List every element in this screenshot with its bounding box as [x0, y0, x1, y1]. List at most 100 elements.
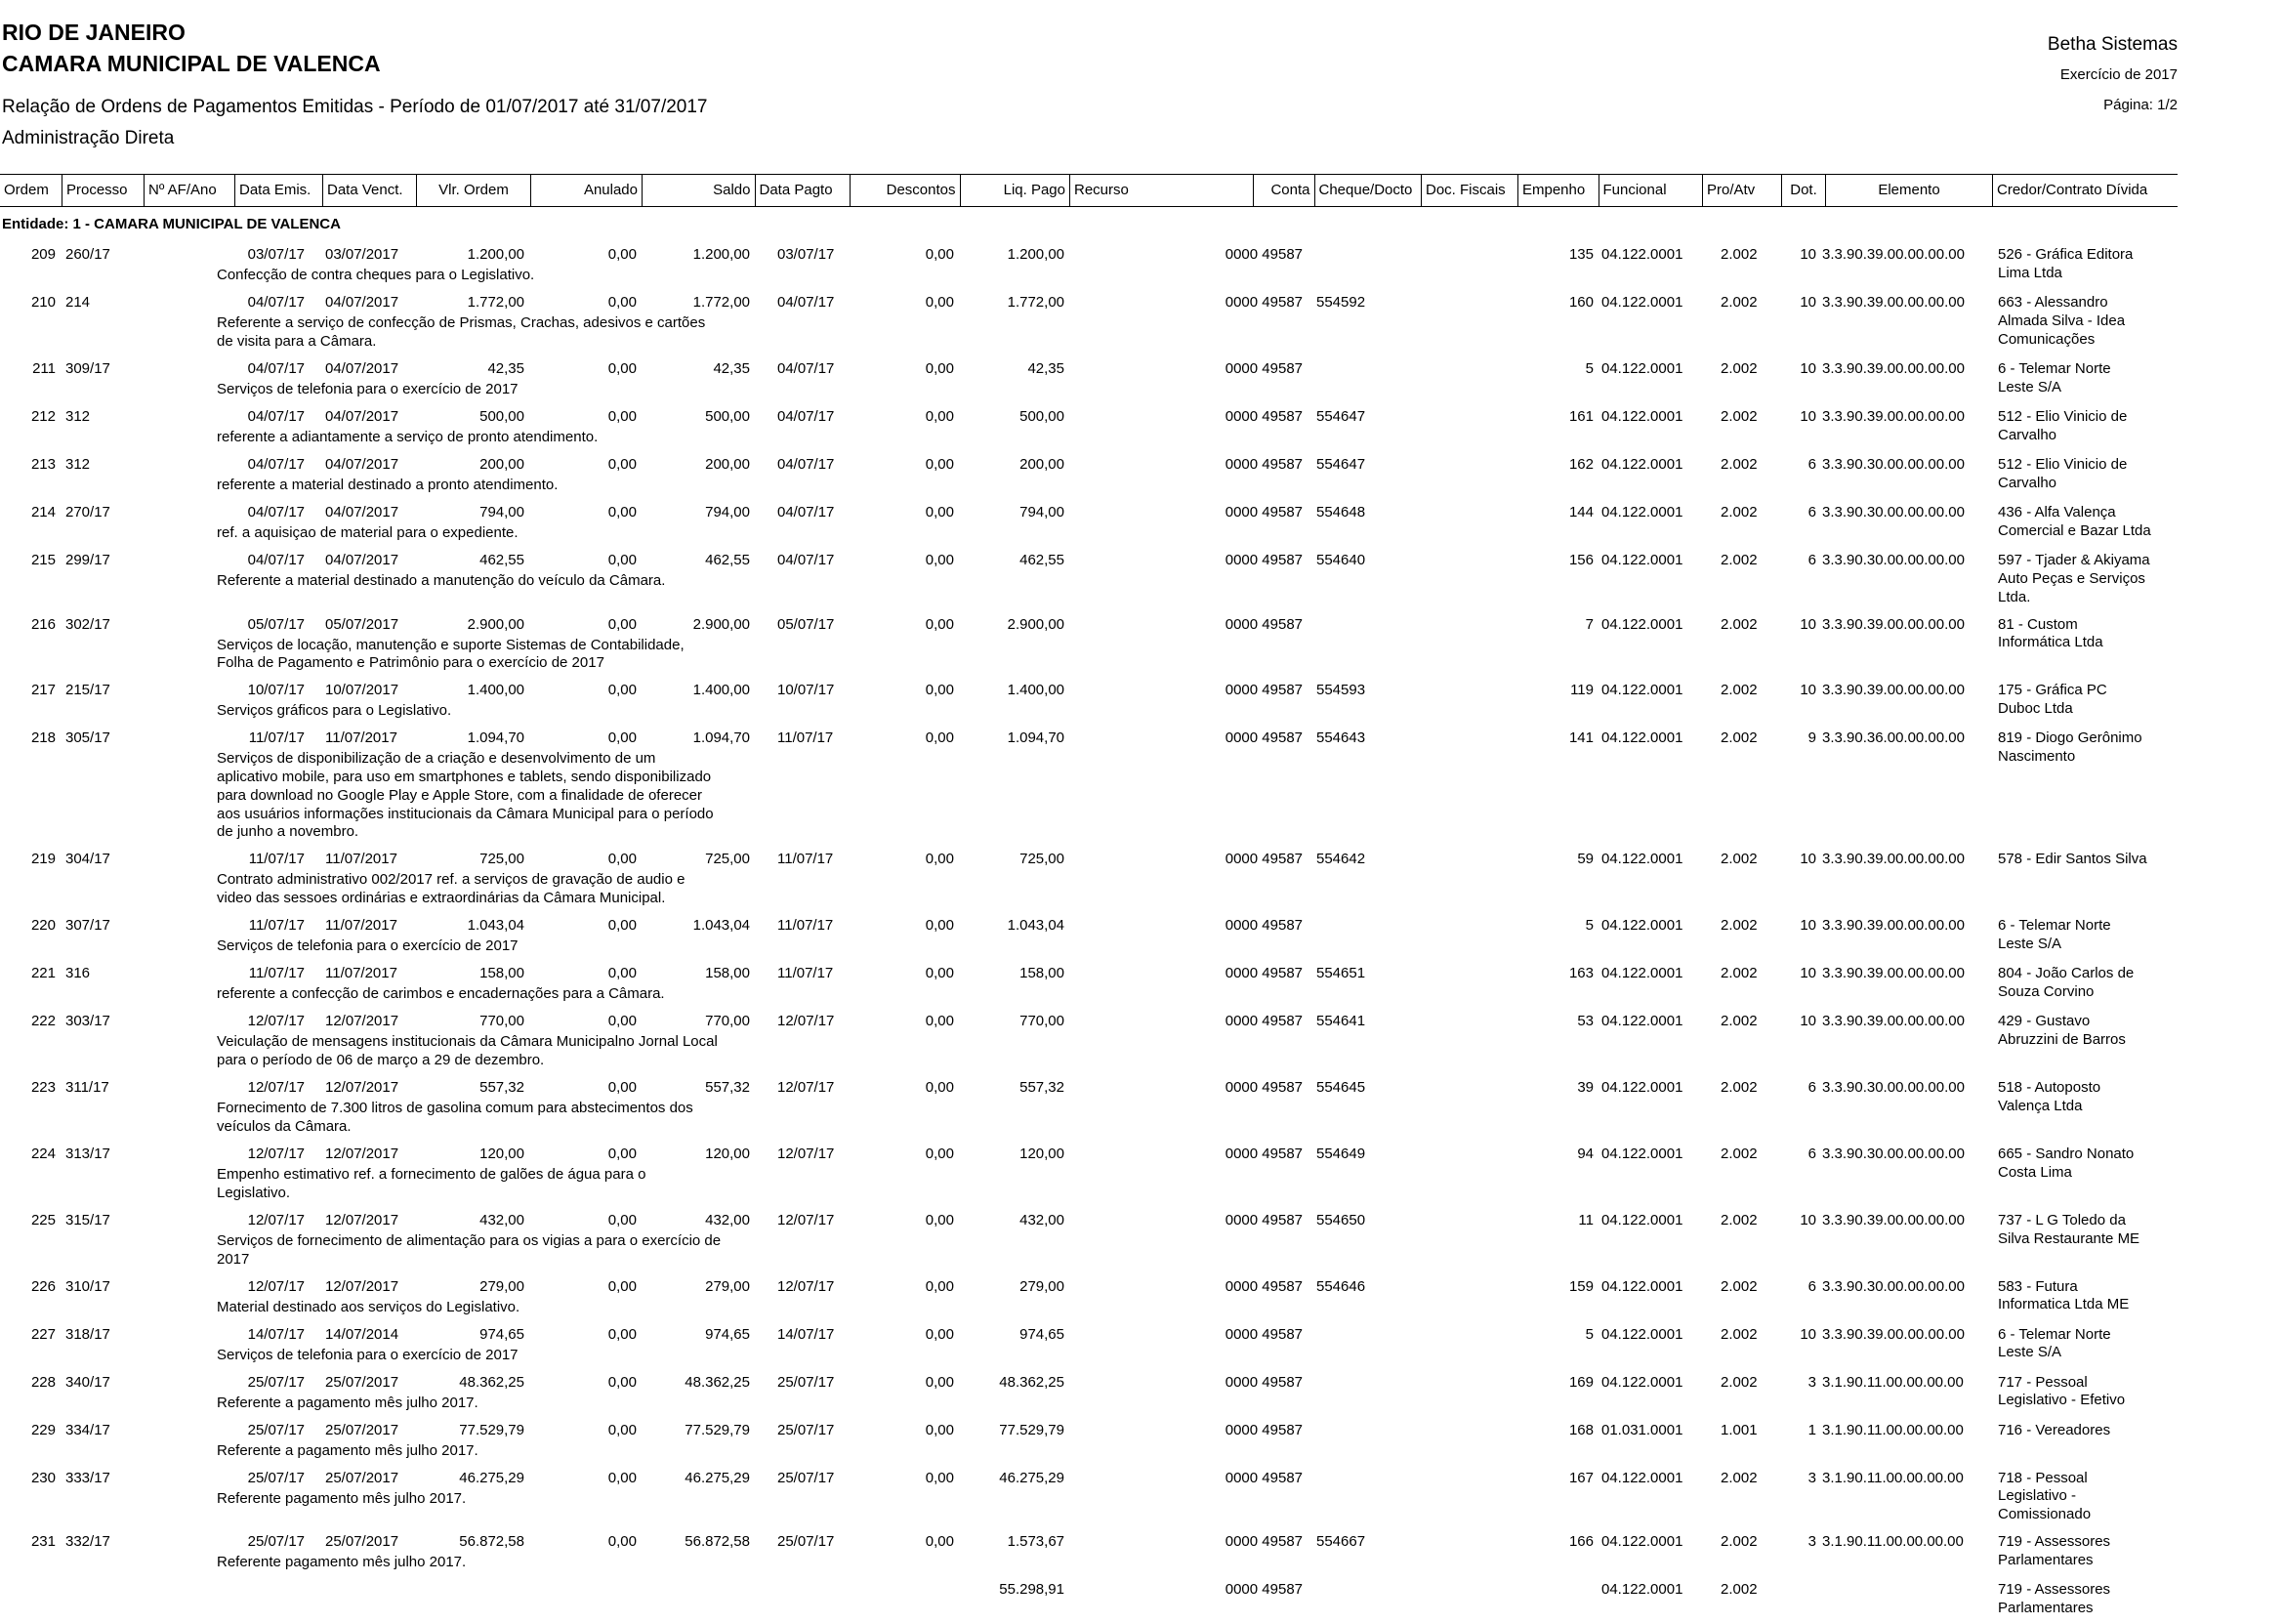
cell-o: 210	[30, 294, 56, 312]
cell-sa: 500,00	[705, 407, 750, 425]
cell-dv: 25/07/2017	[325, 1373, 399, 1391]
cell-em: 161	[1568, 407, 1594, 425]
cell-dp: 04/07/17	[777, 407, 835, 425]
cell-dt: 6	[1807, 1145, 1816, 1162]
cell-o: 223	[30, 1079, 56, 1097]
records: 209 260/17 03/07/17 03/07/2017 1.200,00 0,00 1…	[0, 243, 2284, 1624]
record: 215 299/17 04/07/17 04/07/2017 462,55 0,00 462…	[0, 549, 2284, 613]
cell-el: 3.3.90.30.00.00.00.00	[1822, 455, 1965, 473]
cell-lp: 42,35	[1027, 359, 1064, 377]
creditor-line: Silva Restaurante ME	[1998, 1229, 2140, 1247]
cell-dv: 11/07/2017	[325, 729, 397, 747]
creditor-line: Comunicações	[1998, 330, 2096, 348]
cell-ch: 554651	[1316, 965, 1366, 982]
cell-pa: 2.002	[1721, 1013, 1758, 1030]
cell-dv: 12/07/2017	[325, 1277, 399, 1295]
cell-ds: 0,00	[925, 1211, 954, 1228]
cell-sa: 2.900,00	[692, 615, 750, 633]
creditor-line: Nascimento	[1998, 748, 2076, 766]
cell-ds: 0,00	[925, 246, 954, 263]
cell-p: 309/17	[65, 359, 110, 377]
cell-sa: 794,00	[705, 503, 750, 521]
cell-p: 333/17	[65, 1469, 110, 1486]
cell-dt: 6	[1807, 503, 1816, 521]
cell-an: 0,00	[607, 1079, 637, 1097]
column-header: Elemento	[1825, 175, 1992, 206]
record: 216 302/17 05/07/17 05/07/2017 2.900,00 0,00 2…	[0, 613, 2284, 680]
cell-an: 0,00	[607, 294, 637, 312]
cell-fu: 04.122.0001	[1601, 729, 1683, 747]
cell-lp: 1.094,70	[1007, 729, 1064, 747]
cell-dv: 10/07/2017	[325, 682, 399, 699]
cell-vo: 158,00	[479, 965, 524, 982]
cell-lp: 46.275,29	[999, 1469, 1064, 1486]
description-line: Referente a pagamento mês julho 2017.	[217, 1441, 478, 1459]
cell-an: 0,00	[607, 851, 637, 868]
cell-de: 05/07/17	[247, 615, 305, 633]
cell-dt: 1	[1807, 1421, 1816, 1438]
cell-ds: 0,00	[925, 615, 954, 633]
record: 231 332/17 25/07/17 25/07/2017 56.872,58 0,00…	[0, 1530, 2284, 1578]
cell-vo: 500,00	[479, 407, 524, 425]
cell-dp: 10/07/17	[777, 682, 835, 699]
cell-ct: 0000 49587	[1225, 1079, 1303, 1097]
cell-de: 11/07/17	[248, 729, 305, 747]
cell-vo: 120,00	[479, 1145, 524, 1162]
cell-el: 3.3.90.36.00.00.00.00	[1822, 729, 1965, 747]
column-header: Data Venct.	[322, 175, 416, 206]
description-line: referente a material destinado a pronto …	[217, 476, 559, 493]
cell-vo: 1.094,70	[467, 729, 524, 747]
cell-ch: 554647	[1316, 407, 1366, 425]
description-line: Serviços de disponibilização de a criaçã…	[217, 750, 656, 768]
cell-dv: 04/07/2017	[325, 294, 399, 312]
cell-vo: 1.043,04	[467, 917, 524, 935]
administration: Administração Direta	[2, 128, 175, 148]
record: 225 315/17 12/07/17 12/07/2017 432,00 0,00 432…	[0, 1209, 2284, 1275]
cell-ds: 0,00	[925, 1325, 954, 1343]
cell-dt: 10	[1800, 682, 1816, 699]
cell-p: 299/17	[65, 552, 110, 569]
cell-fu: 04.122.0001	[1601, 1079, 1683, 1097]
creditor-line: Leste S/A	[1998, 936, 2062, 953]
cell-ds: 0,00	[925, 1373, 954, 1391]
description-line: Veiculação de mensagens institucionais d…	[217, 1033, 718, 1051]
cell-an: 0,00	[607, 359, 637, 377]
column-header: Saldo	[642, 175, 755, 206]
cell-el: 3.3.90.39.00.00.00.00	[1822, 1325, 1965, 1343]
cell-em: 135	[1568, 246, 1594, 263]
creditor-line: 719 - Assessores	[1998, 1533, 2111, 1551]
cell-lp: 1.200,00	[1007, 246, 1064, 263]
record: 217 215/17 10/07/17 10/07/2017 1.400,00 0,00 1…	[0, 679, 2284, 727]
cell-fu: 04.122.0001	[1601, 552, 1683, 569]
cell-de: 25/07/17	[247, 1533, 305, 1551]
cell-ds: 0,00	[925, 917, 954, 935]
cell-dp: 11/07/17	[777, 965, 834, 982]
cell-dv: 05/07/2017	[325, 615, 399, 633]
description-line: referente a confecção de carimbos e enca…	[217, 985, 665, 1003]
cell-dt: 10	[1800, 917, 1816, 935]
cell-el: 3.3.90.30.00.00.00.00	[1822, 1145, 1965, 1162]
cell-dt: 6	[1807, 455, 1816, 473]
cell-dp: 12/07/17	[777, 1277, 835, 1295]
cell-o: 213	[30, 455, 56, 473]
cell-em: 163	[1568, 965, 1594, 982]
creditor-line: Lima Ltda	[1998, 264, 2062, 281]
creditor-line: 512 - Elio Vinicio de	[1998, 455, 2128, 473]
cell-pa: 2.002	[1721, 1469, 1758, 1486]
description-line: referente a adiantamente a serviço de pr…	[217, 428, 599, 445]
cell-sa: 725,00	[705, 851, 750, 868]
cell-p: 334/17	[65, 1421, 110, 1438]
cell-ds: 0,00	[925, 851, 954, 868]
cell-o: 217	[30, 682, 56, 699]
entity-title: CAMARA MUNICIPAL DE VALENCA	[2, 51, 381, 76]
creditor-line: Costa Lima	[1998, 1163, 2072, 1181]
creditor-line: Auto Peças e Serviços	[1998, 569, 2145, 587]
cell-lp: 200,00	[1019, 455, 1064, 473]
record: 221 316 11/07/17 11/07/2017 158,00 0,00 158,00…	[0, 962, 2284, 1010]
cell-em: 166	[1568, 1533, 1594, 1551]
cell-ch: 554648	[1316, 503, 1366, 521]
cell-em: 53	[1577, 1013, 1594, 1030]
cell-an: 0,00	[607, 1469, 637, 1486]
cell-lp: 557,32	[1019, 1079, 1064, 1097]
